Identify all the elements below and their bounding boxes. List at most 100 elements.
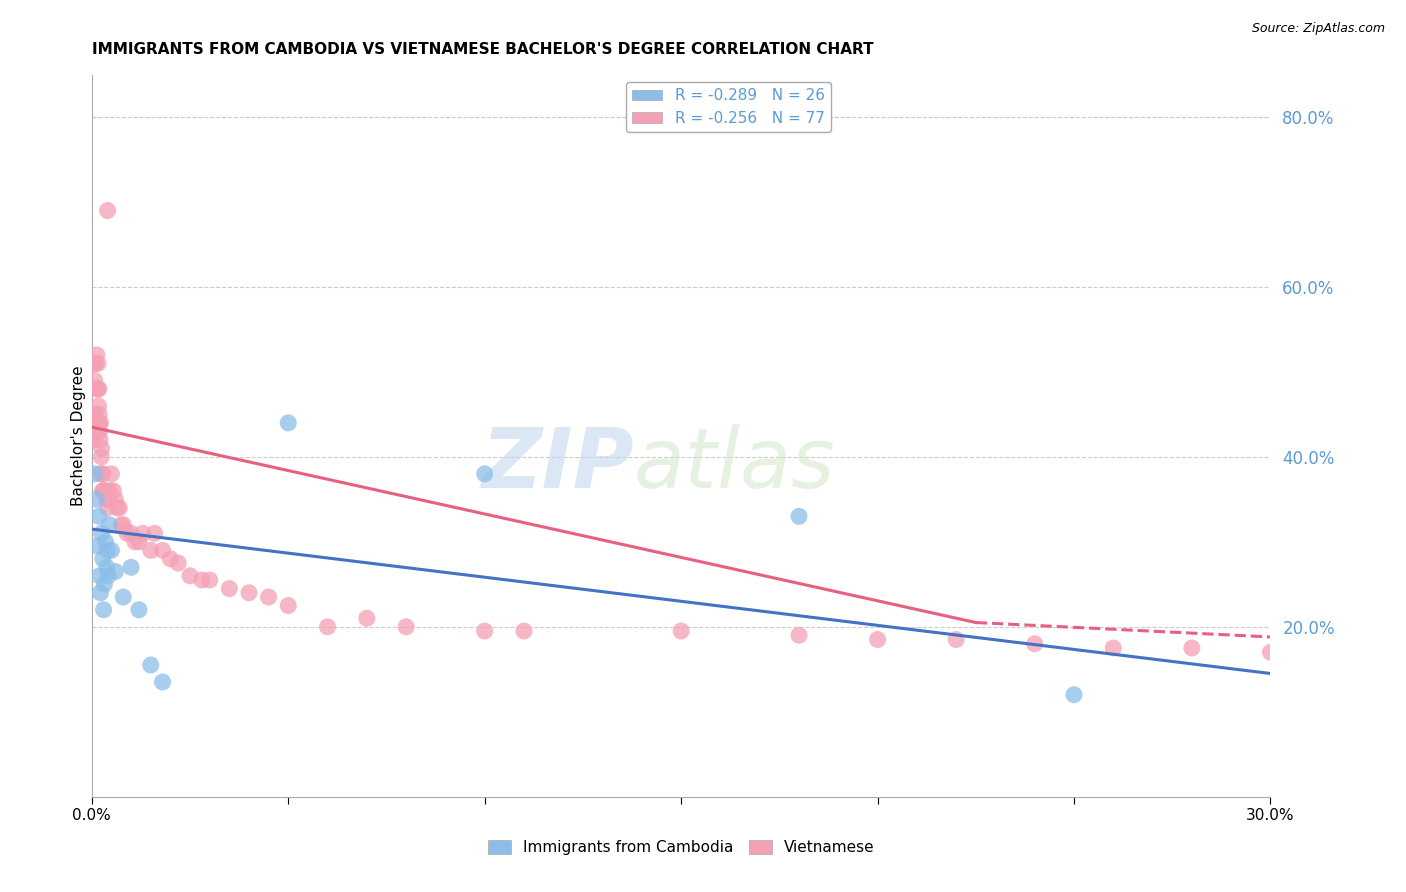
Point <box>84 408 107 422</box>
Point <box>89 586 111 600</box>
Point <box>86 416 108 430</box>
Point <box>143 526 166 541</box>
Point <box>191 573 214 587</box>
Point <box>316 620 339 634</box>
Point <box>90 467 112 481</box>
Point <box>90 526 112 541</box>
Point <box>159 551 181 566</box>
Point <box>238 586 260 600</box>
Point <box>87 425 110 439</box>
Point <box>128 603 150 617</box>
Point <box>94 534 117 549</box>
Text: atlas: atlas <box>634 424 835 505</box>
Point <box>87 382 110 396</box>
Point <box>98 517 121 532</box>
Point <box>395 620 418 634</box>
Point <box>474 467 496 481</box>
Point <box>87 509 110 524</box>
Point <box>86 416 108 430</box>
Point <box>93 603 115 617</box>
Point <box>89 425 111 439</box>
Point <box>104 565 127 579</box>
Point <box>669 624 692 638</box>
Point <box>86 416 108 430</box>
Point <box>86 416 108 430</box>
Point <box>218 582 240 596</box>
Point <box>945 632 967 647</box>
Point <box>152 675 174 690</box>
Point <box>84 425 107 439</box>
Point <box>356 611 378 625</box>
Point <box>89 433 111 447</box>
Point <box>866 632 889 647</box>
Point <box>98 483 121 498</box>
Point <box>139 658 162 673</box>
Point <box>86 348 108 362</box>
Point <box>82 425 104 439</box>
Point <box>787 509 810 524</box>
Y-axis label: Bachelor's Degree: Bachelor's Degree <box>72 366 86 506</box>
Point <box>124 534 146 549</box>
Point <box>86 382 108 396</box>
Point <box>83 433 105 447</box>
Point <box>100 543 122 558</box>
Point <box>89 416 111 430</box>
Point <box>84 425 107 439</box>
Point <box>1181 640 1204 655</box>
Point <box>86 382 108 396</box>
Point <box>86 492 108 507</box>
Point <box>93 577 115 591</box>
Point <box>91 551 114 566</box>
Point <box>103 483 125 498</box>
Point <box>89 416 111 430</box>
Point <box>83 416 105 430</box>
Point <box>167 556 190 570</box>
Point <box>128 534 150 549</box>
Point <box>179 569 201 583</box>
Point <box>91 467 114 481</box>
Point <box>474 624 496 638</box>
Text: IMMIGRANTS FROM CAMBODIA VS VIETNAMESE BACHELOR'S DEGREE CORRELATION CHART: IMMIGRANTS FROM CAMBODIA VS VIETNAMESE B… <box>91 42 873 57</box>
Point <box>93 483 115 498</box>
Point <box>100 467 122 481</box>
Point <box>139 543 162 558</box>
Point <box>104 492 127 507</box>
Point <box>90 442 112 456</box>
Point <box>257 590 280 604</box>
Point <box>108 500 131 515</box>
Point <box>96 203 118 218</box>
Point <box>1063 688 1085 702</box>
Point <box>115 526 138 541</box>
Text: Source: ZipAtlas.com: Source: ZipAtlas.com <box>1251 22 1385 36</box>
Point <box>87 399 110 413</box>
Point <box>132 526 155 541</box>
Point <box>90 450 112 464</box>
Point <box>277 416 299 430</box>
Point <box>96 543 118 558</box>
Point <box>120 560 142 574</box>
Point <box>277 599 299 613</box>
Point <box>87 356 110 370</box>
Point <box>97 492 120 507</box>
Point <box>86 539 108 553</box>
Point <box>84 356 107 370</box>
Point <box>97 569 120 583</box>
Point <box>84 467 107 481</box>
Point <box>91 467 114 481</box>
Point <box>112 517 135 532</box>
Point <box>96 500 118 515</box>
Point <box>83 356 105 370</box>
Point <box>89 569 111 583</box>
Point <box>96 492 118 507</box>
Point <box>112 590 135 604</box>
Point <box>110 517 132 532</box>
Point <box>513 624 536 638</box>
Point <box>198 573 221 587</box>
Point <box>96 560 118 574</box>
Point <box>89 408 111 422</box>
Point <box>1260 645 1282 659</box>
Legend: R = -0.289   N = 26, R = -0.256   N = 77: R = -0.289 N = 26, R = -0.256 N = 77 <box>626 82 831 132</box>
Point <box>1102 640 1125 655</box>
Point <box>91 483 114 498</box>
Point <box>84 425 107 439</box>
